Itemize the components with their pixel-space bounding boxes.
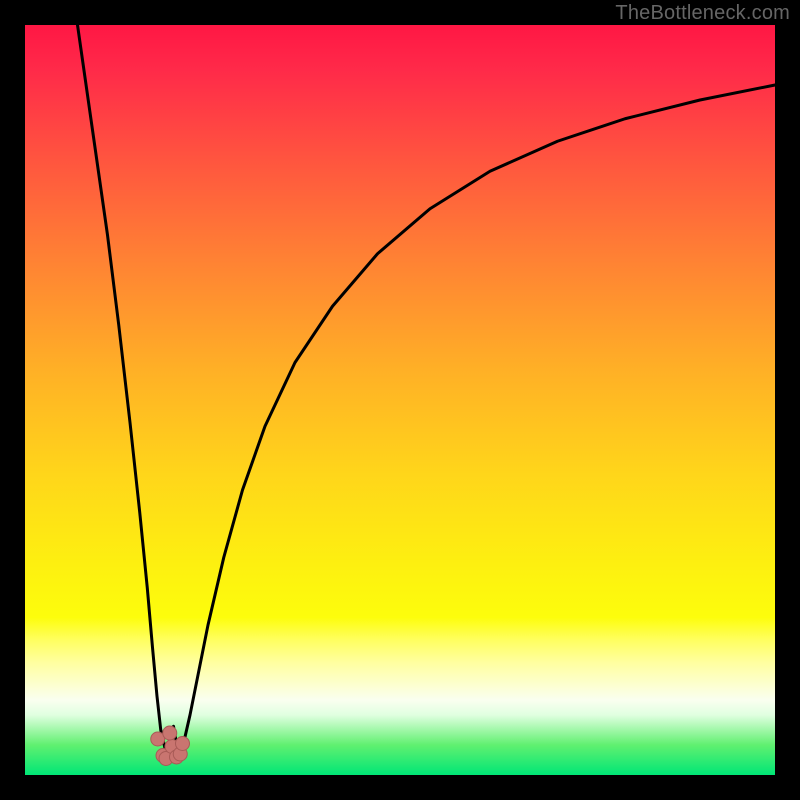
chart-stage: TheBottleneck.com	[0, 0, 800, 800]
plot-svg	[0, 0, 800, 800]
marker-dot	[176, 737, 190, 751]
watermark-text: TheBottleneck.com	[615, 2, 790, 25]
plot-heatmap	[25, 25, 775, 775]
marker-dot	[163, 726, 177, 740]
